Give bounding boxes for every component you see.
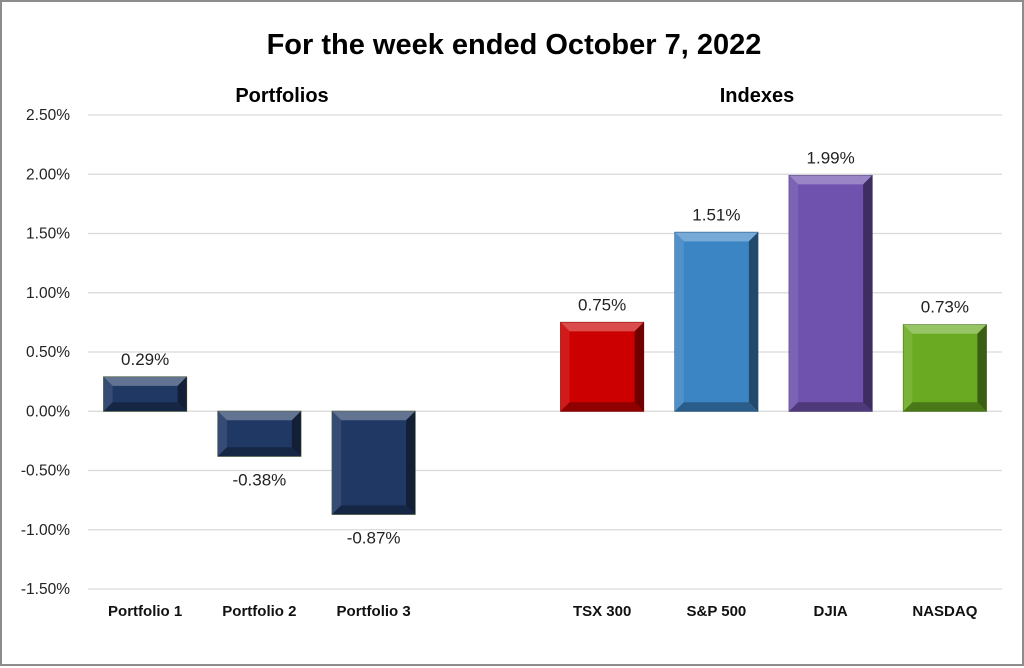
x-tick-label: Portfolio 3 bbox=[337, 603, 411, 620]
bar bbox=[331, 410, 416, 515]
data-label: 0.75% bbox=[578, 295, 626, 314]
bar bbox=[902, 324, 987, 412]
group-label-indexes: Indexes bbox=[720, 85, 794, 107]
y-tick-label: 0.00% bbox=[26, 403, 70, 420]
bar bbox=[560, 321, 645, 412]
x-tick-label: Portfolio 1 bbox=[108, 603, 182, 620]
bar bbox=[103, 376, 188, 412]
group-label-portfolios: Portfolios bbox=[235, 85, 328, 107]
y-tick-label: 2.00% bbox=[26, 166, 70, 183]
data-label: -0.38% bbox=[232, 470, 286, 489]
x-tick-label: NASDAQ bbox=[912, 603, 977, 620]
x-tick-label: S&P 500 bbox=[686, 603, 746, 620]
data-label: 1.51% bbox=[692, 205, 740, 224]
x-tick-label: DJIA bbox=[814, 603, 848, 620]
bar bbox=[217, 410, 302, 457]
data-label: 1.99% bbox=[807, 148, 855, 167]
data-label: 0.29% bbox=[121, 350, 169, 369]
y-tick-label: 1.50% bbox=[26, 226, 70, 243]
data-label: 0.73% bbox=[921, 298, 969, 317]
y-tick-label: 0.50% bbox=[26, 344, 70, 361]
data-label: -0.87% bbox=[347, 528, 401, 547]
y-tick-label: -1.00% bbox=[21, 522, 70, 539]
y-tick-label: 1.00% bbox=[26, 285, 70, 302]
x-tick-label: Portfolio 2 bbox=[222, 603, 296, 620]
bar bbox=[674, 231, 759, 412]
y-tick-label: -1.50% bbox=[21, 581, 70, 598]
x-tick-label: TSX 300 bbox=[573, 603, 631, 620]
bar bbox=[788, 174, 873, 412]
y-tick-label: 2.50% bbox=[26, 107, 70, 124]
chart-title: For the week ended October 7, 2022 bbox=[267, 29, 762, 61]
y-tick-label: -0.50% bbox=[21, 463, 70, 480]
